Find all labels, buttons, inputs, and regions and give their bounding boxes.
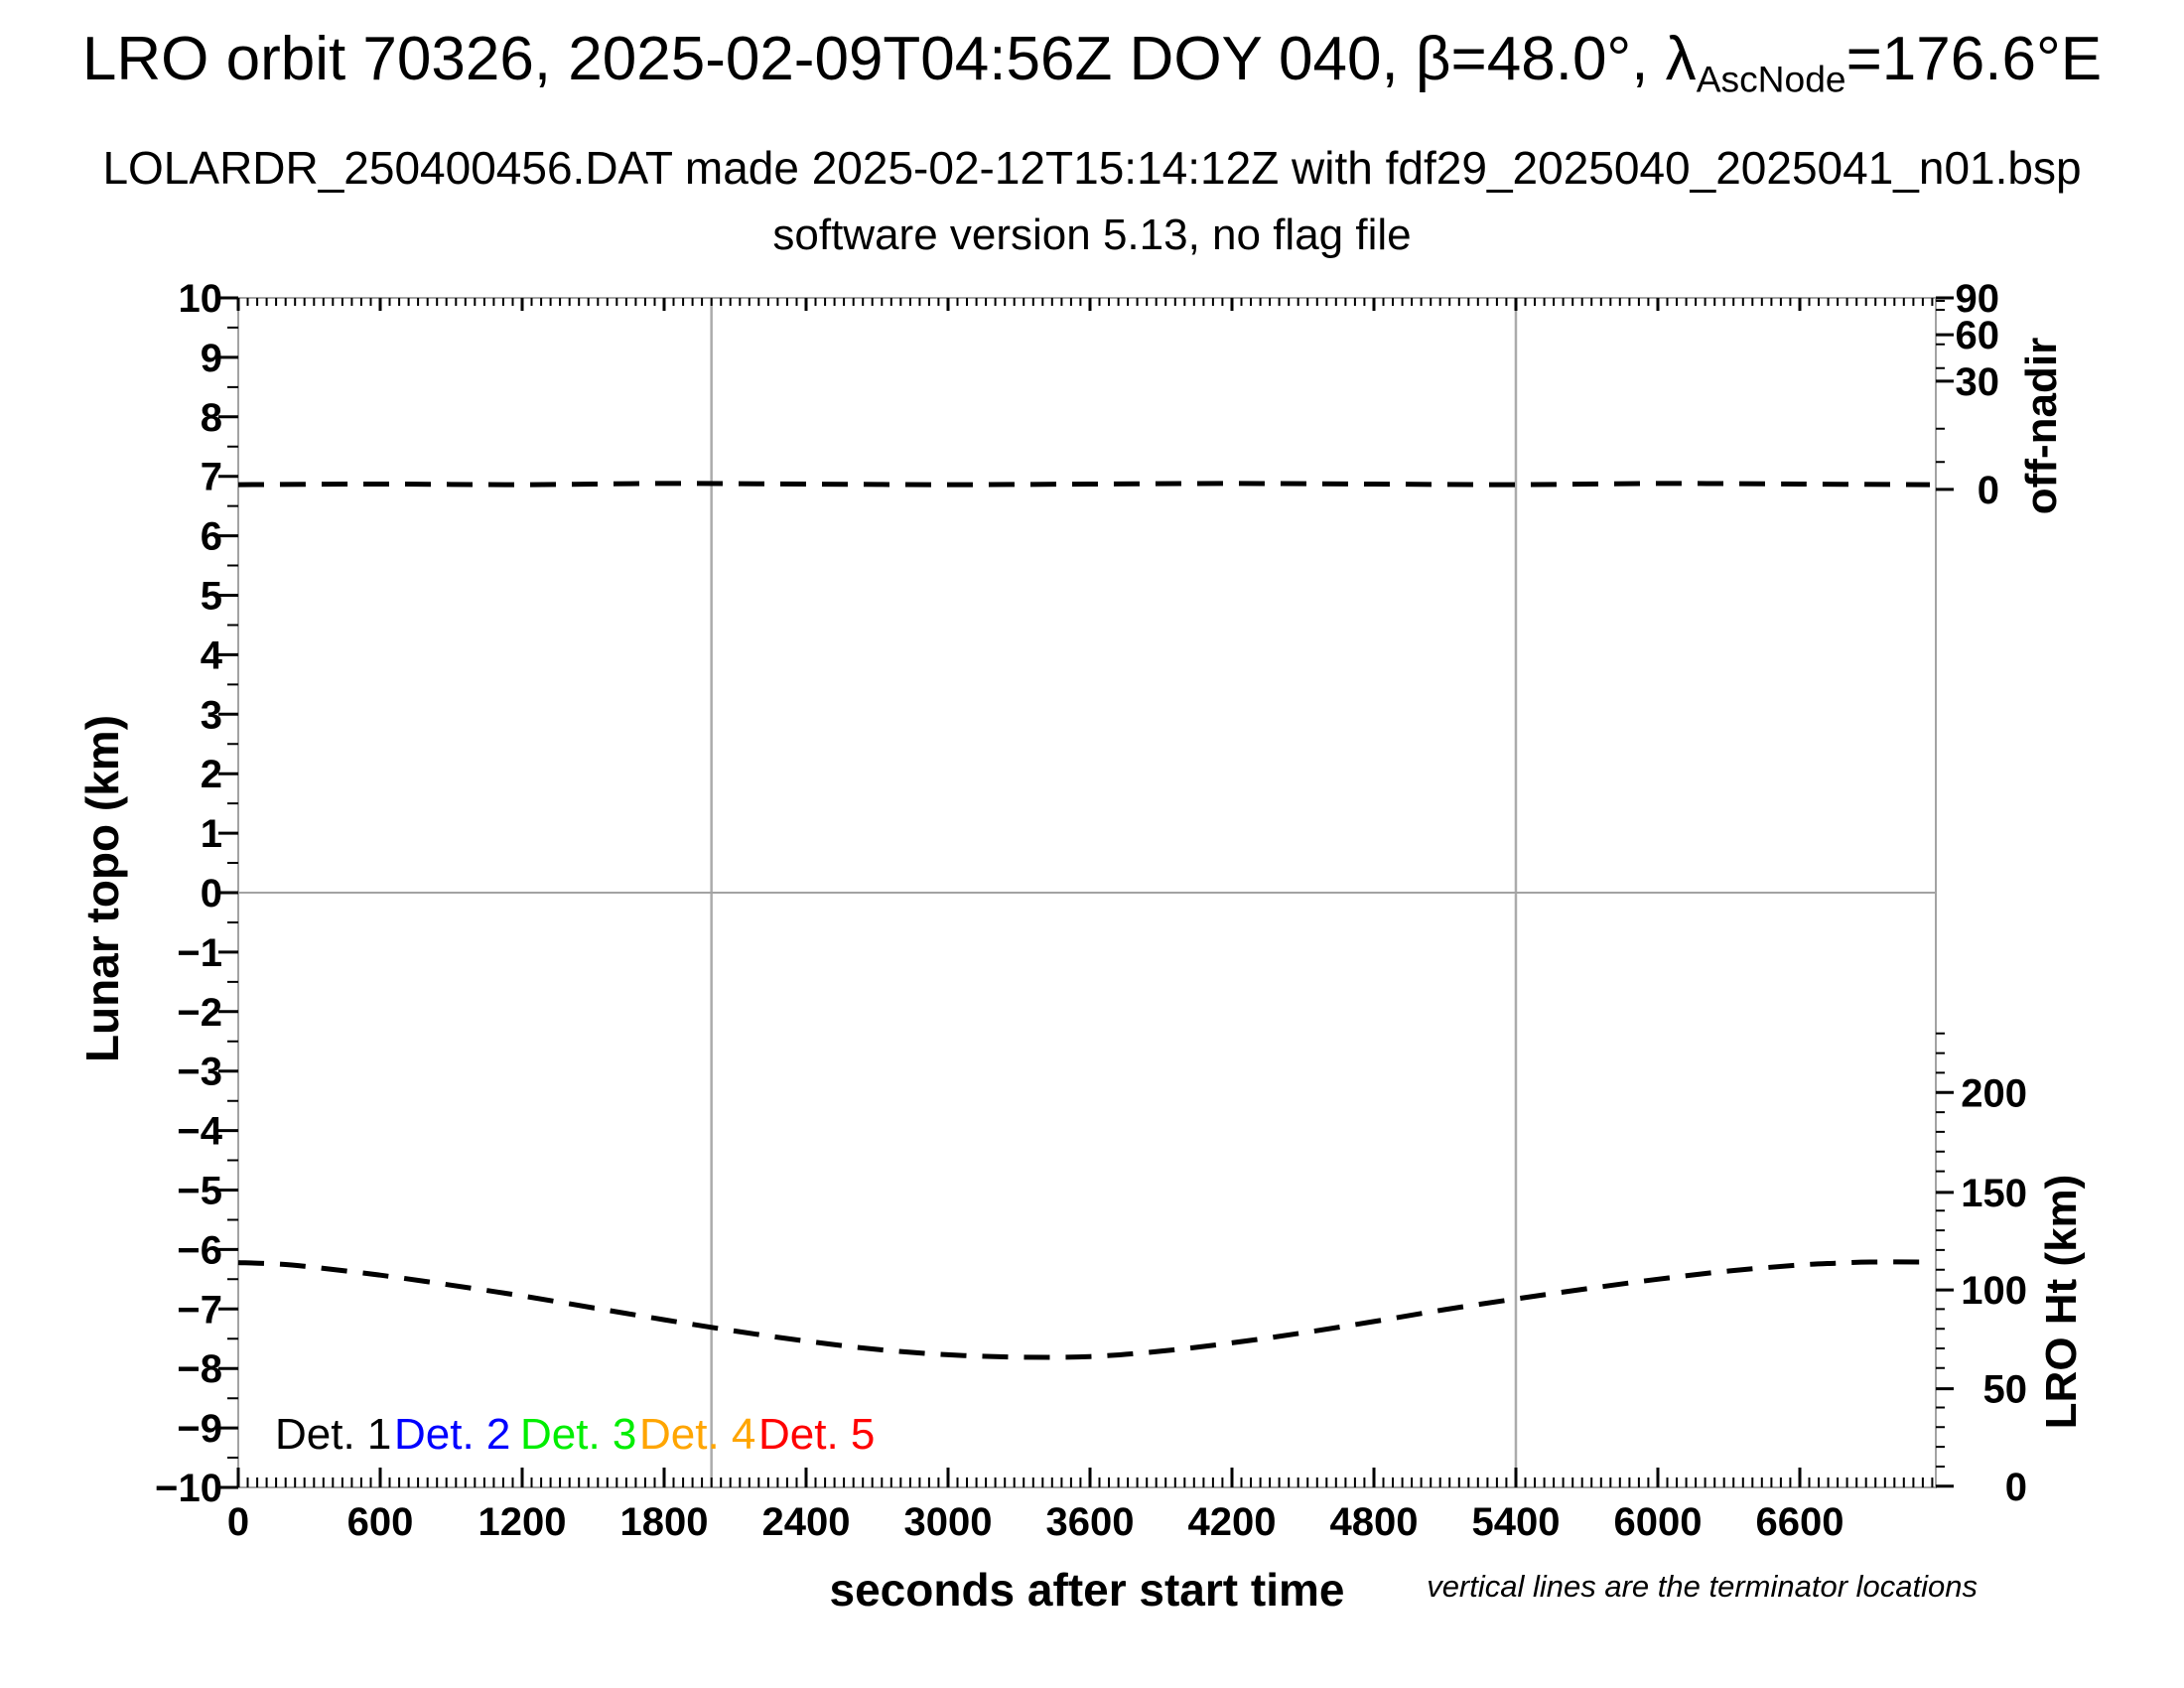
x-tick-label: 5400 [1471,1500,1560,1544]
y-tick-label: 0 [201,872,222,915]
offnadir-tick-label: 60 [1956,314,2000,357]
legend-item-det-1: Det. 1 [275,1410,392,1459]
y-tick-label: −1 [177,931,222,975]
legend-item-det-2: Det. 2 [394,1410,511,1459]
y-tick-label: −8 [177,1347,222,1391]
y-tick-label: 2 [201,753,222,796]
x-axis-top-minor-ticks [246,298,1934,306]
y-tick-label: −4 [177,1110,222,1154]
title-subscript: AscNode [1696,58,1846,100]
height-curve [237,1259,1931,1360]
terminator-footnote: vertical lines are the terminator locati… [1427,1569,1978,1604]
lro-ht-tick-label: 150 [1961,1172,2027,1215]
y-tick-label: −9 [177,1407,222,1451]
offnadir-tick-label: 90 [1956,277,2000,321]
y-tick-label: 10 [179,277,223,321]
subtitle-filename: LOLARDR_250400456.DAT made 2025-02-12T15… [102,142,2082,194]
lro-ht-tick-label: 200 [1961,1071,2027,1115]
lro-ht-tick-label: 100 [1961,1269,2027,1313]
y-axis-title-left: Lunar topo (km) [76,714,128,1063]
y-tick-label: 3 [201,693,222,737]
y-tick-label: 9 [201,337,222,380]
x-axis-title: seconds after start time [829,1564,1345,1616]
offnadir-curve [237,481,1931,488]
page-title: LRO orbit 70326, 2025-02-09T04:56Z DOY 0… [0,24,2184,100]
y-tick-label: 5 [201,575,222,619]
x-tick-label: 600 [347,1500,414,1544]
legend-item-det-4: Det. 4 [639,1410,756,1459]
x-tick-label: 2400 [761,1500,850,1544]
x-tick-label: 3000 [903,1500,992,1544]
lro-ht-tick-label: 50 [1983,1368,2028,1412]
x-tick-label: 1200 [478,1500,567,1544]
lro-ht-minor-ticks [1936,1032,1945,1468]
y-tick-label: −6 [177,1228,222,1272]
x-axis-major-ticks [236,1468,1802,1487]
y-axis-title-offnadir: off-nadir [2017,337,2066,515]
title-suffix: =176.6°E [1845,25,2103,93]
y-tick-label: −7 [177,1288,222,1332]
x-tick-label: 0 [227,1500,249,1544]
y-tick-label: 6 [201,515,222,559]
x-axis-top-major-ticks [236,298,1802,311]
x-tick-label: 1800 [619,1500,708,1544]
legend-item-det-5: Det. 5 [758,1410,876,1459]
offnadir-minor-ticks [1936,300,1945,464]
y-tick-label: 7 [201,456,222,499]
y-tick-label: 4 [201,633,223,677]
y-tick-label: −10 [155,1467,222,1510]
subtitle-software-version: software version 5.13, no flag file [772,211,1412,259]
x-tick-label: 6600 [1755,1500,1843,1544]
y-axis-major-ticks [218,296,238,1489]
y-axis-title-lro-ht: LRO Ht (km) [2037,1174,2086,1430]
x-axis-minor-ticks [246,1477,1934,1487]
x-tick-label: 3600 [1045,1500,1134,1544]
legend-item-det-3: Det. 3 [520,1410,637,1459]
y-tick-label: −2 [177,991,222,1035]
offnadir-major-ticks [1936,296,1954,492]
x-tick-label: 4200 [1187,1500,1276,1544]
y-tick-label: −5 [177,1170,222,1213]
lro-ht-tick-label: 0 [2005,1466,2027,1509]
lro-ht-major-ticks [1936,1090,1954,1488]
offnadir-tick-label: 30 [1956,360,2000,404]
x-tick-label: 4800 [1329,1500,1418,1544]
y-tick-label: −3 [177,1051,222,1094]
x-tick-label: 6000 [1613,1500,1702,1544]
offnadir-tick-label: 0 [1978,469,1999,512]
y-axis-minor-ticks [227,326,238,1459]
y-tick-label: 1 [201,812,222,856]
title-main: LRO orbit 70326, 2025-02-09T04:56Z DOY 0… [81,25,1697,93]
y-tick-label: 8 [201,396,222,440]
